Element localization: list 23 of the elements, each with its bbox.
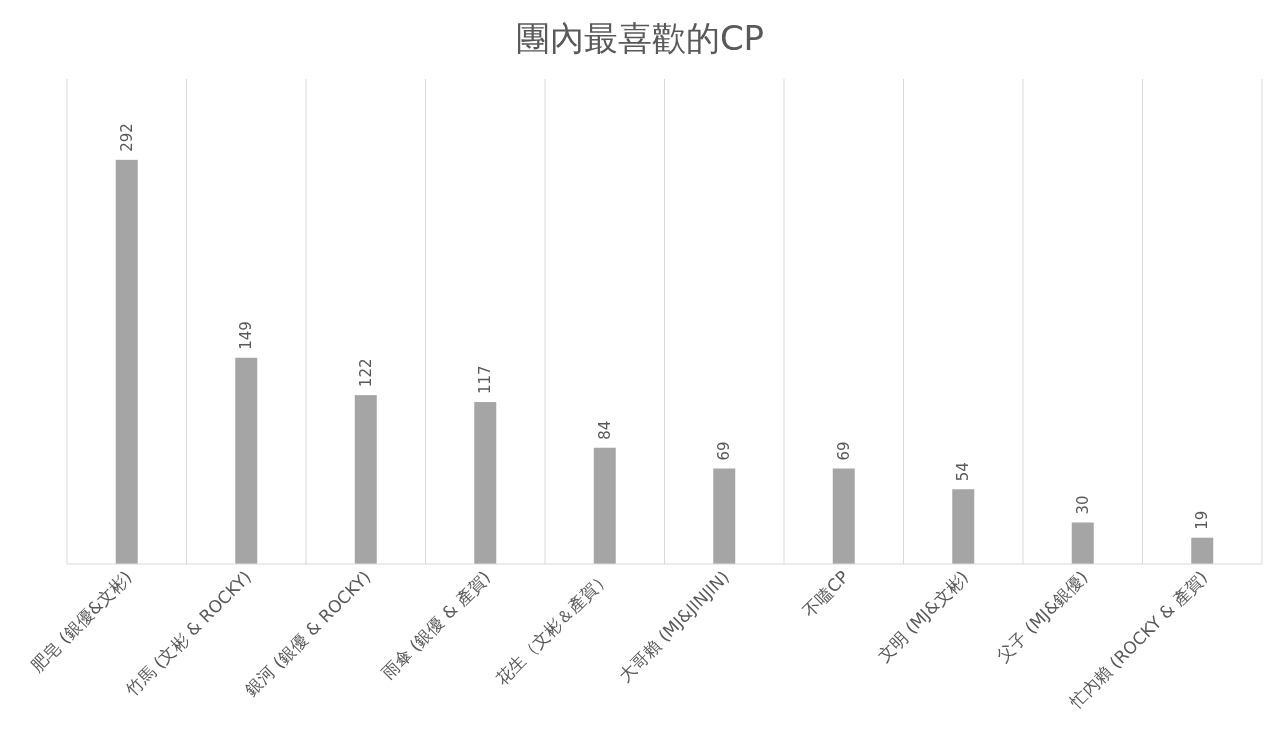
data-label: 117 [476, 365, 495, 395]
bar [354, 395, 377, 564]
data-label: 19 [1193, 510, 1212, 530]
data-label: 84 [595, 420, 614, 440]
data-label: 122 [356, 358, 375, 388]
data-label: 69 [834, 441, 853, 461]
data-label: 54 [954, 462, 973, 482]
bar [713, 468, 736, 564]
bar [235, 357, 258, 564]
bar [593, 447, 616, 564]
data-label: 69 [715, 441, 734, 461]
x-tick-label: 肥皂 (銀優&文彬) [26, 566, 136, 676]
data-label: 149 [237, 321, 256, 350]
bar [1071, 522, 1094, 564]
bar [115, 159, 138, 564]
data-label: 30 [1073, 495, 1092, 515]
bar [952, 489, 975, 564]
bar [474, 402, 497, 564]
bar [1191, 537, 1214, 564]
data-label: 292 [117, 123, 136, 152]
chart-title: 團內最喜歡的CP [515, 18, 765, 58]
x-tick-label: 不嗑CP [798, 566, 853, 621]
bar [832, 468, 855, 564]
